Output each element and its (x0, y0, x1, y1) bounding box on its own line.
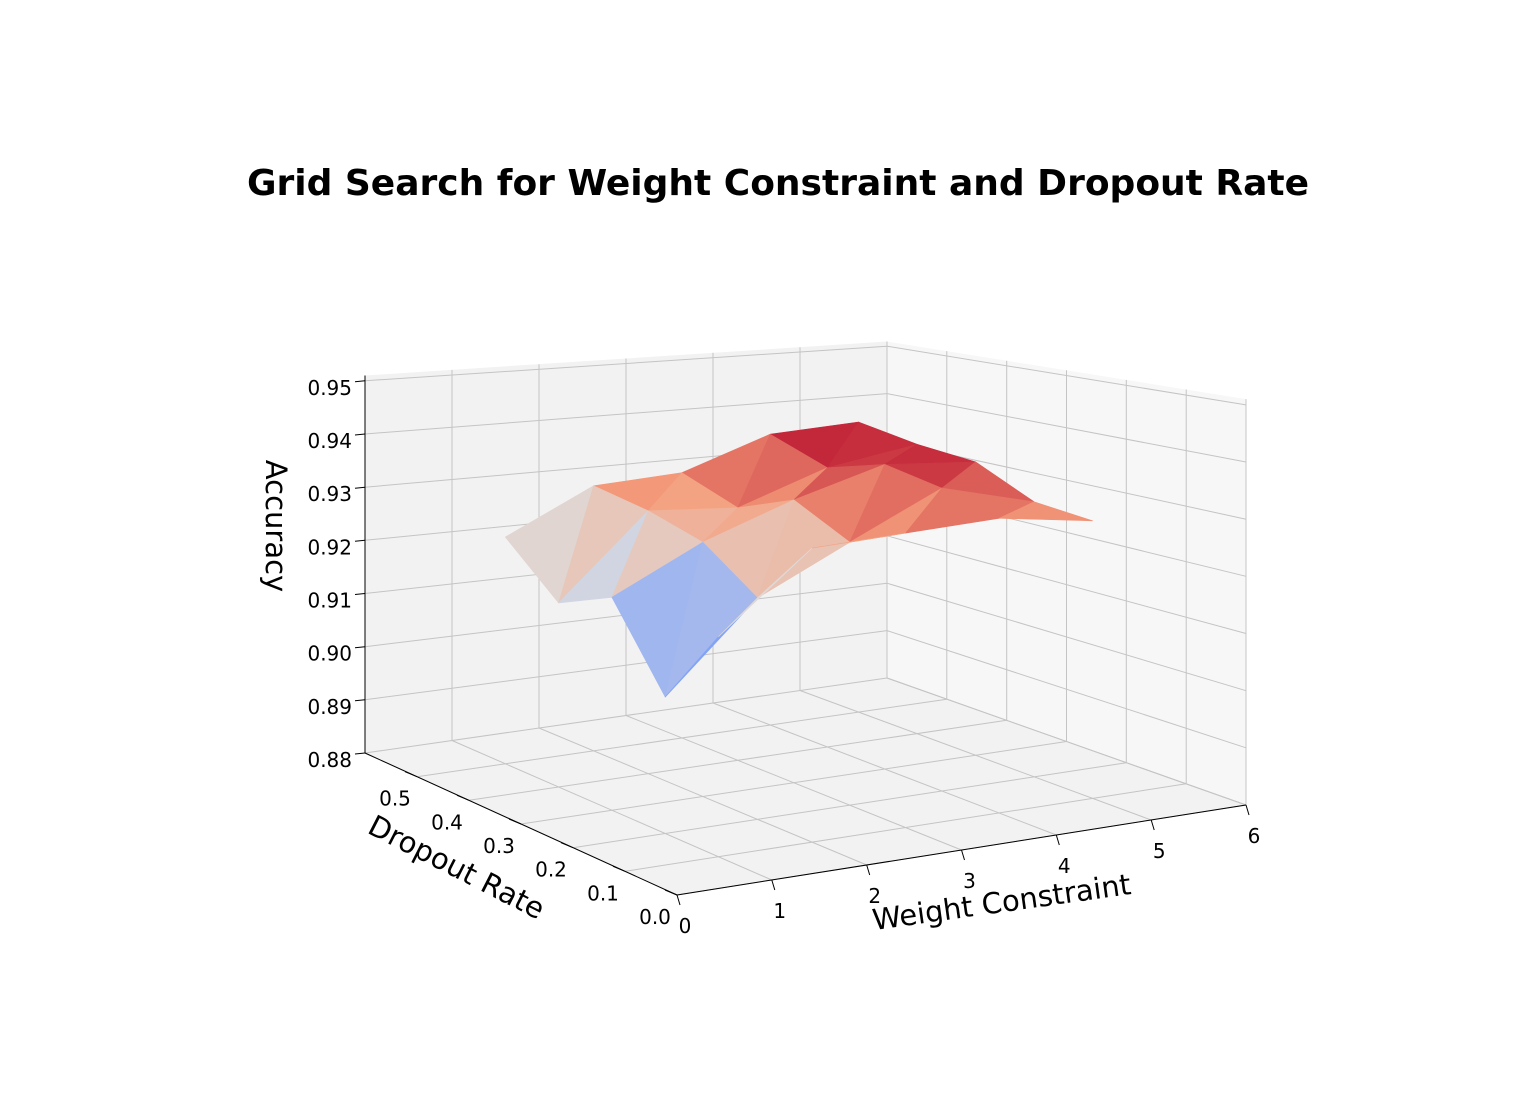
y-tick (612, 865, 626, 872)
chart-title: Grid Search for Weight Constraint and Dr… (247, 163, 1309, 204)
x-tick (676, 894, 681, 906)
floor-pane (365, 678, 1246, 895)
grid-line (416, 698, 947, 778)
z-tick-label: 0.92 (307, 535, 352, 559)
x-axis-label: Weight Constraint (870, 867, 1133, 937)
z-tick-label: 0.90 (307, 642, 352, 666)
x-tick-label: 0 (679, 914, 692, 938)
x-tick (961, 849, 965, 861)
x-tick (1150, 819, 1155, 831)
z-tick (354, 593, 366, 595)
grid-line (886, 393, 1247, 463)
z-tick (354, 752, 366, 755)
grid-line (364, 393, 888, 435)
grid-line (364, 345, 888, 382)
grid-line (886, 630, 1247, 749)
x-tick-label: 4 (1058, 854, 1071, 878)
grid-line (886, 345, 1247, 406)
x-tick-label: 5 (1153, 839, 1166, 863)
y-tick-label: 0.3 (483, 834, 515, 858)
z-tick (354, 380, 366, 383)
tick-labels: 0 1 2 3 4 5 6 0.0 0.1 0.2 0.3 0.4 0.5 0.88 0.89 0.90 0.9… (307, 376, 1260, 938)
grid-line (886, 582, 1247, 692)
z-tick-label: 0.94 (307, 429, 352, 453)
x-tick (771, 879, 776, 891)
y-tick-label: 0.1 (587, 881, 619, 905)
z-tick-label: 0.95 (307, 376, 352, 400)
y-tick (404, 771, 418, 778)
z-axis-label: Accuracy (259, 460, 293, 592)
x-tick (1245, 804, 1250, 816)
y-tick (456, 794, 470, 801)
z-tick (354, 433, 366, 436)
x-tick-label: 3 (963, 869, 976, 893)
surface-facet (718, 547, 813, 637)
y-tick (508, 818, 522, 825)
surface-facet (811, 532, 906, 549)
grid-line (886, 677, 1247, 806)
axis-lines (354, 375, 1250, 906)
y-tick-label: 0.4 (431, 810, 463, 834)
grid-line (886, 535, 1247, 634)
surface-facet (905, 487, 1000, 534)
grid-line (468, 719, 1007, 801)
grid-line (520, 741, 1067, 825)
x-tick (1055, 834, 1060, 846)
grid-line (364, 630, 888, 701)
z-tick-label: 0.88 (307, 748, 352, 772)
y-tick-label: 0.2 (535, 858, 567, 882)
x-tick-label: 1 (773, 899, 786, 923)
z-tick (354, 486, 366, 489)
y-tick (560, 842, 574, 849)
grid-line (572, 762, 1127, 849)
x-tick (866, 864, 871, 876)
surface (504, 421, 1093, 698)
y-tick (664, 889, 678, 896)
x-tick-label: 6 (1248, 824, 1261, 848)
z-tick-label: 0.93 (307, 482, 352, 506)
z-tick (354, 539, 366, 542)
z-tick-label: 0.89 (307, 695, 352, 719)
y-tick-label: 0.0 (639, 905, 671, 929)
surface-facet (998, 501, 1093, 522)
grid-line (624, 783, 1187, 872)
y-tick-label: 0.5 (379, 787, 411, 811)
grid-line (364, 677, 888, 754)
z-tick-label: 0.91 (307, 589, 352, 613)
x-tick-label: 2 (868, 884, 881, 908)
z-tick (354, 646, 366, 649)
z-tick (354, 699, 366, 702)
